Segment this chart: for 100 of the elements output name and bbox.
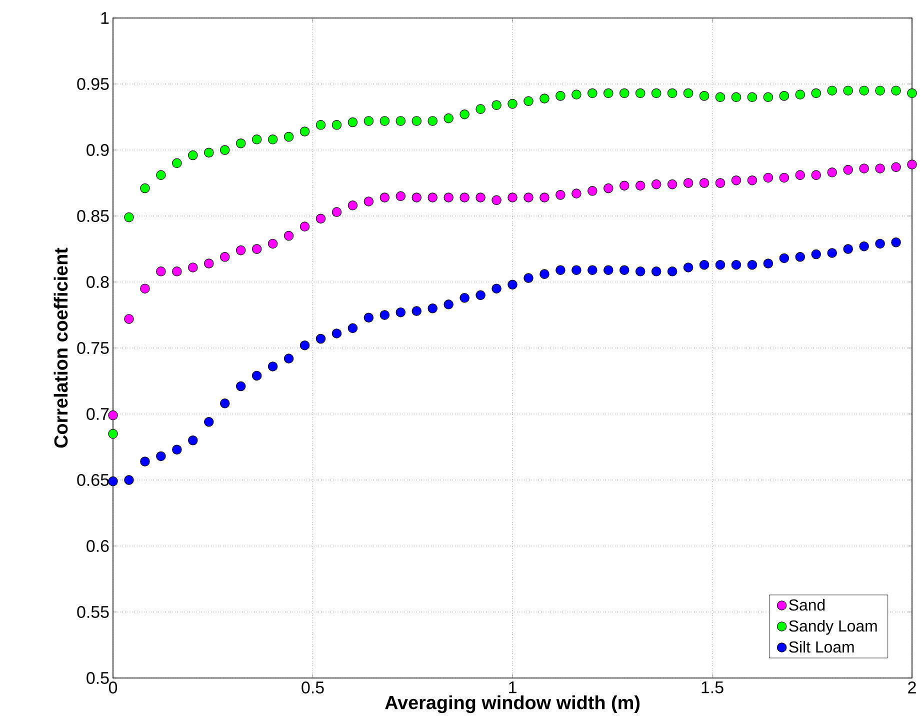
x-tick-label: 0 [108,682,118,694]
point [236,381,246,392]
point [891,86,901,96]
point [124,314,134,324]
point [795,90,806,100]
point [619,88,630,98]
point [556,190,566,200]
point [651,266,662,276]
point [524,96,534,106]
point [859,164,869,174]
point [460,192,470,202]
point [859,241,869,252]
y-tick-label: 0.9 [86,144,109,156]
point [492,195,502,206]
point [220,252,230,262]
point [683,178,694,188]
point [284,132,294,142]
point [875,86,885,96]
point [811,170,822,180]
point [204,417,214,427]
point [763,258,774,268]
point [747,92,758,102]
point [476,104,486,114]
point [156,266,166,276]
point [508,192,518,202]
point [635,180,646,191]
point [843,164,853,175]
point [332,207,342,217]
point [316,120,326,130]
point [875,164,885,174]
y-tick-label: 0.85 [77,210,109,222]
y-tick-label: 0.75 [77,342,109,354]
point [428,192,438,202]
point [332,328,342,338]
point [715,178,726,188]
y-tick-label: 0.5 [86,672,109,684]
point [843,86,853,96]
point [460,292,470,303]
point [316,334,326,344]
point [412,116,422,126]
point [651,88,662,98]
point [747,260,758,270]
point [220,398,230,408]
point [715,260,726,270]
point [428,116,438,126]
y-tick-label: 0.95 [77,78,109,90]
x-tick-label: 1.5 [702,682,724,694]
point [508,280,518,290]
point [236,245,246,256]
point [779,90,790,101]
point [604,183,614,194]
point [572,90,582,100]
point [348,200,358,210]
point [444,113,454,124]
point [795,170,806,180]
point [588,186,598,196]
point [348,117,358,128]
legend-label: Sand [789,598,825,611]
point [492,100,502,110]
point [667,266,678,276]
point [220,145,230,155]
point [156,451,166,462]
point [843,244,853,254]
point [108,428,118,439]
point [252,370,262,381]
point [396,116,406,126]
point [396,191,406,202]
point [667,88,678,98]
point [875,238,885,249]
point [268,134,278,144]
point [604,88,614,98]
point [364,196,374,206]
point [108,476,118,486]
point [556,90,566,101]
point [108,410,118,420]
point [380,116,390,126]
point [604,265,614,275]
point [332,120,342,130]
point [747,175,758,186]
point [140,456,150,466]
point [268,362,278,372]
point [188,436,198,446]
point [348,323,358,334]
point [140,284,150,294]
x-tick-label: 1 [509,682,516,694]
point [284,354,294,364]
point [635,266,646,276]
point [524,273,534,283]
point [476,192,486,202]
point [428,304,438,314]
point [572,265,582,275]
point [763,92,774,102]
point [284,230,294,241]
point [699,260,710,270]
point [172,444,182,455]
point [731,260,742,270]
point [476,290,486,300]
y-tick-label: 1 [101,12,109,24]
point [412,192,422,202]
x-tick-label: 0.5 [302,682,324,694]
